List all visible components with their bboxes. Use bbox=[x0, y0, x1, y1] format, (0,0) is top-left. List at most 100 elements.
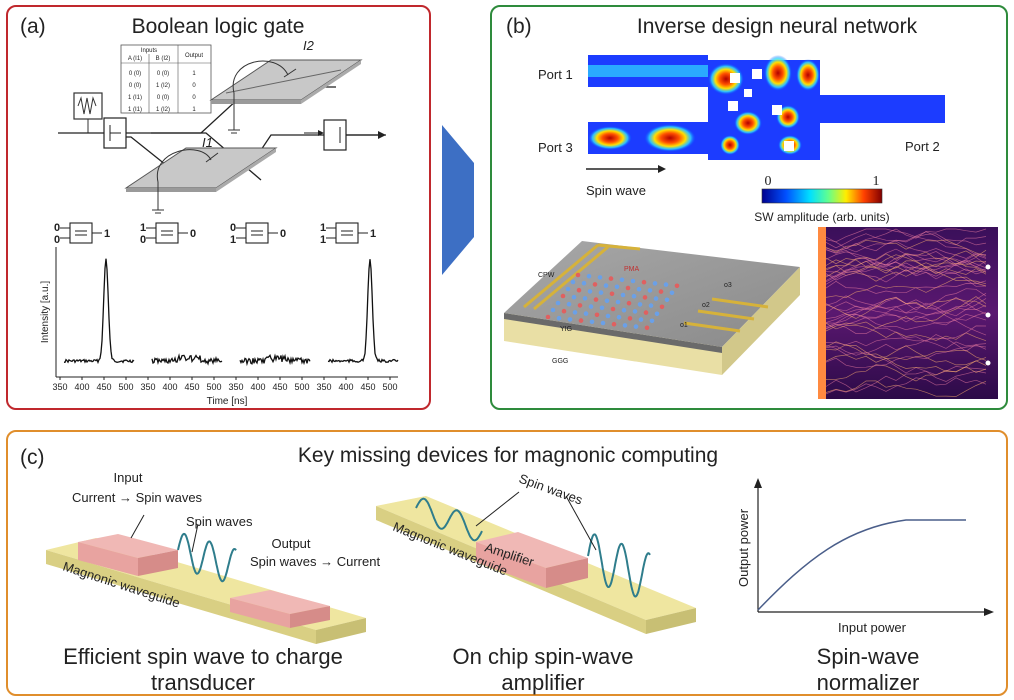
transducer-caption-line-2: transducer bbox=[151, 670, 255, 695]
signal-source-icon bbox=[73, 92, 103, 133]
normalizer-caption-line-2: normalizer bbox=[816, 670, 920, 695]
panel-c-title: Key missing devices for magnonic computi… bbox=[297, 444, 719, 467]
amplifier-caption: On chip spin-wave amplifier bbox=[408, 644, 678, 696]
panel-c-label: (c) bbox=[20, 446, 45, 469]
table-cell: 1 (I2) bbox=[156, 83, 170, 89]
y-arrow-icon bbox=[754, 478, 762, 488]
arrow-icon bbox=[658, 165, 666, 173]
colorbar: 0 1 SW amplitude (arb. units) bbox=[754, 174, 889, 224]
gate-output: 0 bbox=[190, 228, 196, 240]
panel-a-title: Boolean logic gate bbox=[131, 15, 305, 38]
table-cell: 0 bbox=[192, 83, 196, 89]
normalizer-xlabel: Input power bbox=[838, 620, 907, 635]
x-tick-label: 450 bbox=[272, 382, 287, 392]
yig-label: YIG bbox=[560, 326, 572, 333]
x-tick-label: 350 bbox=[228, 382, 243, 392]
table-header-b: B (I2) bbox=[156, 56, 171, 62]
flow-arrow-icon bbox=[442, 125, 474, 275]
x-tick-label: 450 bbox=[96, 382, 111, 392]
gate-input-b: 0 bbox=[140, 234, 146, 246]
lower-plate bbox=[124, 147, 278, 214]
current-i2-label: I2 bbox=[303, 38, 315, 53]
truth-table: Inputs A (I1) B (I2) Output 0 (0) 0 (0) 1 0… bbox=[120, 44, 212, 114]
gate-input-a: 0 bbox=[230, 222, 236, 234]
table-cell: 0 (0) bbox=[129, 71, 141, 77]
gate-output: 0 bbox=[280, 228, 286, 240]
amplifier-illustration bbox=[376, 491, 696, 634]
table-cell: 0 (0) bbox=[129, 83, 141, 89]
input-pad bbox=[78, 534, 178, 576]
chip-device-illustration: CPW PMA YIG GGG o1 o2 o3 bbox=[504, 241, 800, 375]
x-tick-label: 400 bbox=[338, 382, 353, 392]
colorbar-max: 1 bbox=[873, 174, 880, 189]
normalizer-caption-line-1: Spin-wave bbox=[816, 644, 920, 669]
transducer-caption-line-1: Efficient spin wave to charge bbox=[63, 644, 343, 669]
logic-gate-diagram: Inputs A (I1) B (I2) Output 0 (0) 0 (0) 10… bbox=[40, 38, 399, 407]
wave-propagation-image bbox=[818, 227, 998, 399]
current-i1-label: I1 bbox=[202, 135, 213, 150]
panel-b-title: Inverse design neural network bbox=[636, 15, 918, 38]
transducer-illustration bbox=[46, 514, 366, 644]
spin-wave-field-map bbox=[588, 55, 945, 160]
normalizer-caption: Spin-wave normalizer bbox=[768, 644, 968, 696]
x-tick-label: 450 bbox=[184, 382, 199, 392]
table-cell: 1 bbox=[192, 107, 196, 113]
transducer-spin-waves: Spin waves bbox=[186, 514, 253, 529]
port-1-label: Port 1 bbox=[538, 67, 573, 82]
spin-wave-icon bbox=[415, 497, 483, 542]
intensity-trace bbox=[239, 353, 311, 367]
output-pad bbox=[230, 590, 330, 628]
table-cell: 1 bbox=[192, 71, 196, 77]
colorbar-label: SW amplitude (arb. units) bbox=[754, 210, 889, 224]
x-tick-label: 350 bbox=[316, 382, 331, 392]
gate-input-b: 1 bbox=[230, 234, 236, 246]
missing-devices-figure: Input Current → Spin waves Spin waves Ou… bbox=[46, 470, 994, 644]
spin-wave-label: Spin wave bbox=[586, 183, 646, 198]
gate-input-b: 0 bbox=[54, 234, 60, 246]
spin-wave-icon bbox=[587, 533, 651, 598]
gate-input-b: 1 bbox=[320, 234, 326, 246]
o3-label: o3 bbox=[724, 282, 732, 289]
amplifier-caption-line-2: amplifier bbox=[501, 670, 585, 695]
table-cell: 1 (I1) bbox=[128, 95, 142, 101]
normalizer-plot: Output power Input power bbox=[736, 478, 994, 635]
port-3-label: Port 3 bbox=[538, 140, 573, 155]
gate-symbol-icon: 11 1 bbox=[320, 222, 376, 246]
gate-input-a: 1 bbox=[320, 222, 326, 234]
table-cell: 1 (I1) bbox=[128, 107, 142, 113]
saturation-curve bbox=[757, 519, 966, 611]
table-cell: 1 (I2) bbox=[156, 107, 170, 113]
gate-symbol-icon: 01 0 bbox=[230, 222, 286, 246]
gate-symbol-icon: 00 1 bbox=[54, 222, 110, 246]
x-arrow-icon bbox=[984, 608, 994, 616]
panel-c: (c) Key missing devices for magnonic com… bbox=[6, 430, 1008, 696]
x-tick-label: 400 bbox=[74, 382, 89, 392]
x-tick-label: 400 bbox=[250, 382, 265, 392]
y-axis-label: Intensity [a.u.] bbox=[40, 281, 51, 343]
port-2-label: Port 2 bbox=[905, 139, 940, 154]
cpw-label: CPW bbox=[538, 272, 555, 279]
x-tick-label: 350 bbox=[52, 382, 67, 392]
table-header-output: Output bbox=[185, 53, 203, 59]
transducer-output-line: Spin waves → Current bbox=[250, 554, 380, 569]
o2-label: o2 bbox=[702, 302, 710, 309]
x-tick-label: 450 bbox=[360, 382, 375, 392]
panel-b: (b) Inverse design neural network bbox=[490, 5, 1008, 410]
spin-wave-icon bbox=[177, 532, 237, 583]
intensity-trace bbox=[151, 353, 223, 366]
panel-a: (a) Boolean logic gate Inputs A (I1) B (… bbox=[6, 5, 431, 410]
amplifier-block bbox=[476, 532, 588, 588]
transducer-output: Output bbox=[271, 536, 310, 551]
output-coupler bbox=[304, 119, 386, 151]
intensity-plot: Intensity [a.u.] Time [ns] 350 400 450 500 3… bbox=[40, 247, 399, 407]
x-tick-label: 350 bbox=[140, 382, 155, 392]
transducer-input-line: Current → Spin waves bbox=[72, 490, 203, 505]
panel-b-label: (b) bbox=[506, 15, 532, 38]
x-tick-label: 500 bbox=[294, 382, 309, 392]
inverse-design-figure: Port 1 Port 3 Port 2 Spin wave 0 1 SW am… bbox=[504, 55, 998, 399]
amplifier-spin-waves: Spin waves bbox=[517, 471, 585, 508]
colorbar-min: 0 bbox=[765, 174, 772, 189]
amplifier-caption-line-1: On chip spin-wave bbox=[452, 644, 634, 669]
gate-output: 1 bbox=[370, 228, 376, 240]
table-header-a: A (I1) bbox=[128, 56, 142, 62]
